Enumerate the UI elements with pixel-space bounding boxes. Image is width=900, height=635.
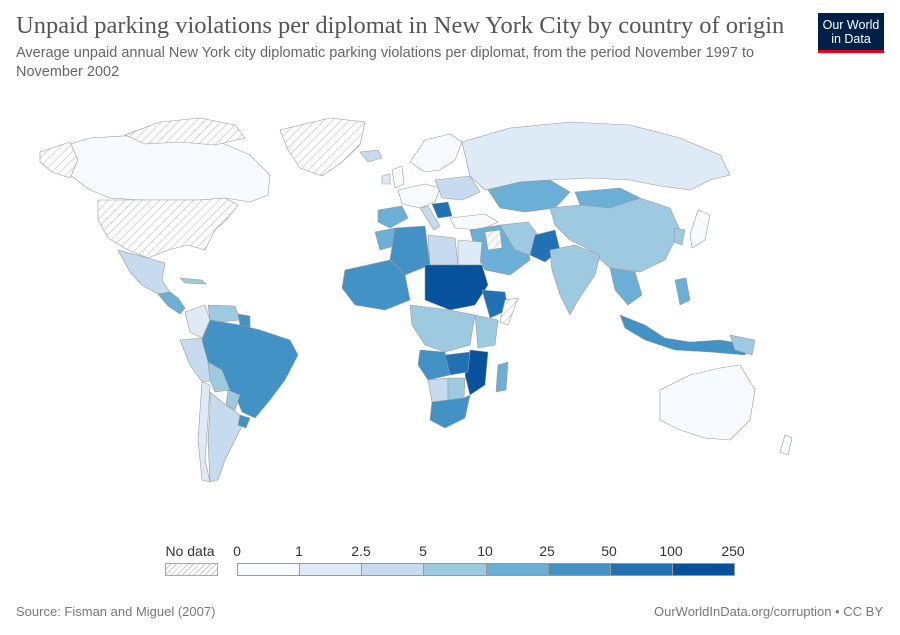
source-note: Source: Fisman and Miguel (2007) — [16, 604, 216, 619]
country-iceland[interactable] — [359, 149, 383, 163]
legend-swatch-6[interactable] — [610, 564, 673, 575]
country-turkey[interactable] — [449, 213, 499, 231]
logo-line-1: Our World — [822, 18, 880, 32]
legend-swatch-1[interactable] — [300, 564, 363, 575]
region-western-europe[interactable] — [397, 183, 441, 209]
chart-subtitle: Average unpaid annual New York city dipl… — [16, 45, 755, 80]
owid-logo[interactable]: Our World in Data — [818, 13, 884, 53]
region-eastern-europe[interactable] — [434, 175, 481, 201]
legend-color-scale[interactable] — [237, 563, 735, 576]
region-east-africa[interactable] — [474, 314, 499, 349]
country-spain[interactable] — [377, 205, 409, 229]
credit-link[interactable]: OurWorldInData.org/corruption • CC BY — [653, 604, 883, 619]
legend-swatch-5[interactable] — [548, 564, 611, 575]
country-egypt[interactable] — [457, 239, 483, 266]
country-cuba[interactable] — [179, 277, 207, 285]
legend-tick-2: 2.5 — [351, 543, 371, 559]
region-balkans[interactable] — [431, 201, 453, 219]
legend-tick-6: 50 — [601, 543, 617, 559]
arctic-islands[interactable] — [124, 117, 246, 146]
region-central-america[interactable] — [157, 291, 186, 315]
legend-tick-8: 250 — [721, 543, 745, 559]
legend-tick-7: 100 — [659, 543, 683, 559]
country-alaska[interactable] — [39, 141, 79, 179]
legend-tick-0: 0 — [233, 543, 241, 559]
country-korea[interactable] — [673, 227, 686, 246]
country-south-africa[interactable] — [429, 394, 471, 429]
legend-swatch-2[interactable] — [362, 564, 425, 575]
country-iraq[interactable] — [484, 229, 503, 251]
legend-tick-5: 25 — [539, 543, 555, 559]
country-uruguay[interactable] — [237, 414, 251, 429]
country-italy[interactable] — [419, 205, 441, 231]
legend-swatch-3[interactable] — [424, 564, 487, 575]
country-ireland[interactable] — [381, 173, 391, 185]
country-bolivia[interactable] — [207, 361, 231, 393]
country-japan[interactable] — [689, 209, 711, 249]
legend-tick-3: 5 — [419, 543, 427, 559]
country-png[interactable] — [729, 334, 756, 356]
country-libya[interactable] — [427, 234, 459, 266]
region-southeast-asia[interactable] — [609, 267, 643, 306]
country-philippines[interactable] — [674, 277, 691, 306]
country-sudan[interactable] — [424, 264, 489, 311]
country-usa[interactable] — [97, 197, 239, 259]
region-scandinavia[interactable] — [409, 133, 463, 173]
legend-nodata-label: No data — [165, 543, 215, 559]
country-china[interactable] — [549, 197, 681, 273]
country-argentina[interactable] — [207, 391, 246, 483]
legend-nodata-swatch[interactable] — [165, 563, 218, 576]
country-zambia[interactable] — [444, 351, 471, 376]
legend-tick-1: 1 — [295, 543, 303, 559]
country-madagascar[interactable] — [495, 361, 509, 393]
region-central-africa[interactable] — [409, 304, 476, 353]
country-angola[interactable] — [417, 349, 451, 381]
legend-swatch-0[interactable] — [238, 564, 301, 575]
country-india[interactable] — [549, 244, 601, 316]
country-algeria[interactable] — [389, 225, 431, 276]
country-canada[interactable] — [49, 134, 271, 203]
country-somalia[interactable] — [499, 297, 519, 326]
country-botswana[interactable] — [447, 377, 466, 401]
country-chile[interactable] — [197, 381, 211, 483]
country-venezuela[interactable] — [207, 304, 241, 323]
legend-tick-4: 10 — [477, 543, 493, 559]
country-paraguay[interactable] — [225, 389, 241, 411]
country-kazakhstan[interactable] — [487, 179, 571, 213]
logo-line-2: in Data — [831, 32, 871, 46]
country-russia[interactable] — [461, 121, 731, 191]
chart-title: Unpaid parking violations per diplomat i… — [16, 12, 785, 39]
country-new-zealand[interactable] — [779, 434, 793, 456]
legend-swatch-4[interactable] — [486, 564, 549, 575]
world-map[interactable] — [30, 100, 870, 520]
country-uk[interactable] — [391, 165, 405, 189]
legend-swatch-7[interactable] — [672, 564, 734, 575]
country-greenland[interactable] — [279, 117, 366, 177]
region-west-africa[interactable] — [341, 259, 411, 311]
country-australia[interactable] — [659, 364, 756, 441]
country-colombia[interactable] — [184, 304, 211, 339]
